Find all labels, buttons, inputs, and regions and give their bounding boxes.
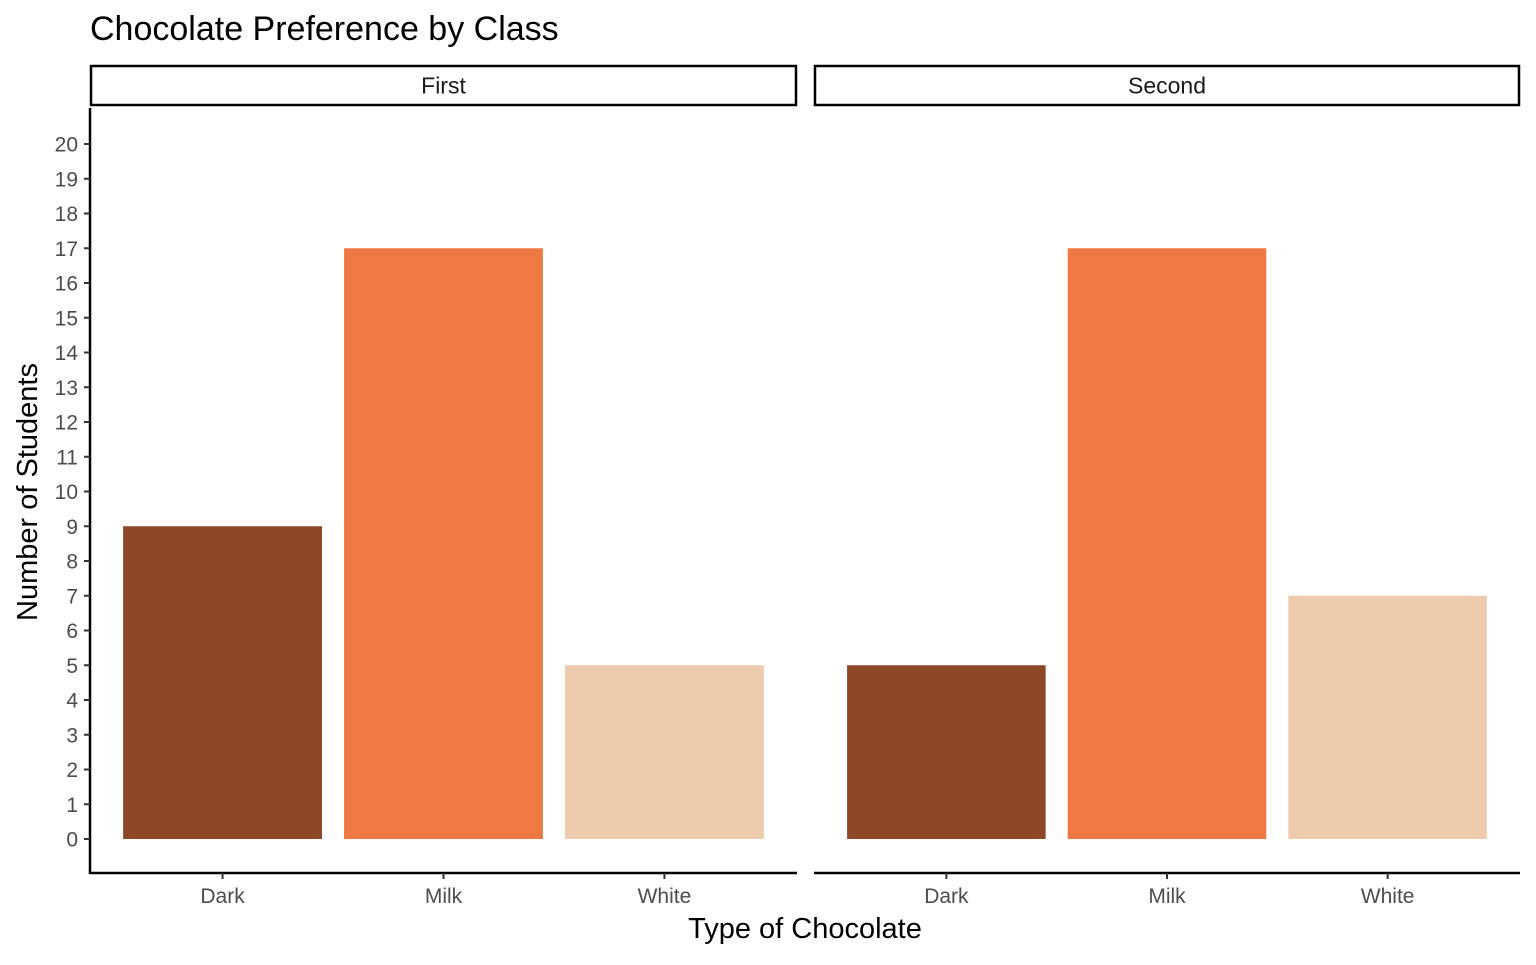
y-tick-label-9: 9 <box>66 516 78 539</box>
y-tick-label-3: 3 <box>66 724 78 747</box>
x-tick-label-1-milk: Milk <box>1148 885 1186 908</box>
y-tick-label-16: 16 <box>55 273 78 296</box>
facet-label-0: First <box>421 73 466 99</box>
y-tick-label-15: 15 <box>55 307 78 330</box>
y-tick-label-10: 10 <box>55 481 78 504</box>
y-tick-label-14: 14 <box>55 342 79 365</box>
y-tick-label-4: 4 <box>66 690 78 713</box>
bar-second-milk <box>1067 248 1267 839</box>
facet-strip-1 <box>813 64 1521 107</box>
chart-title: Chocolate Preference by Class <box>90 10 559 48</box>
y-tick-label-6: 6 <box>66 620 78 643</box>
x-tick-label-0-milk: Milk <box>425 885 463 908</box>
bar-first-milk <box>344 248 543 839</box>
y-tick-label-17: 17 <box>55 238 78 261</box>
x-tick-label-1-dark: Dark <box>924 885 969 908</box>
y-tick-label-11: 11 <box>56 446 78 469</box>
y-tick-label-18: 18 <box>55 203 78 226</box>
facet-strip-0 <box>89 64 798 107</box>
y-tick-label-13: 13 <box>55 377 78 400</box>
x-tick-label-1-white: White <box>1361 885 1415 908</box>
y-tick-label-19: 19 <box>55 168 78 191</box>
y-tick-label-12: 12 <box>55 412 78 435</box>
y-tick-label-20: 20 <box>55 134 78 157</box>
y-axis-title: Number of Students <box>12 363 44 621</box>
y-tick-label-5: 5 <box>66 655 78 678</box>
x-tick-label-0-dark: Dark <box>200 885 245 908</box>
x-axis-title: Type of Chocolate <box>688 913 922 945</box>
facet-label-1: Second <box>1128 73 1206 99</box>
y-tick-label-0: 0 <box>66 829 78 852</box>
bar-first-white <box>565 665 764 839</box>
bar-first-dark <box>123 526 322 839</box>
y-tick-label-8: 8 <box>66 551 78 574</box>
x-tick-label-0-white: White <box>638 885 692 908</box>
y-tick-label-2: 2 <box>66 759 78 782</box>
y-tick-label-7: 7 <box>66 585 78 608</box>
bar-second-dark <box>847 665 1046 839</box>
bar-second-white <box>1288 595 1487 839</box>
y-tick-label-1: 1 <box>66 794 78 817</box>
